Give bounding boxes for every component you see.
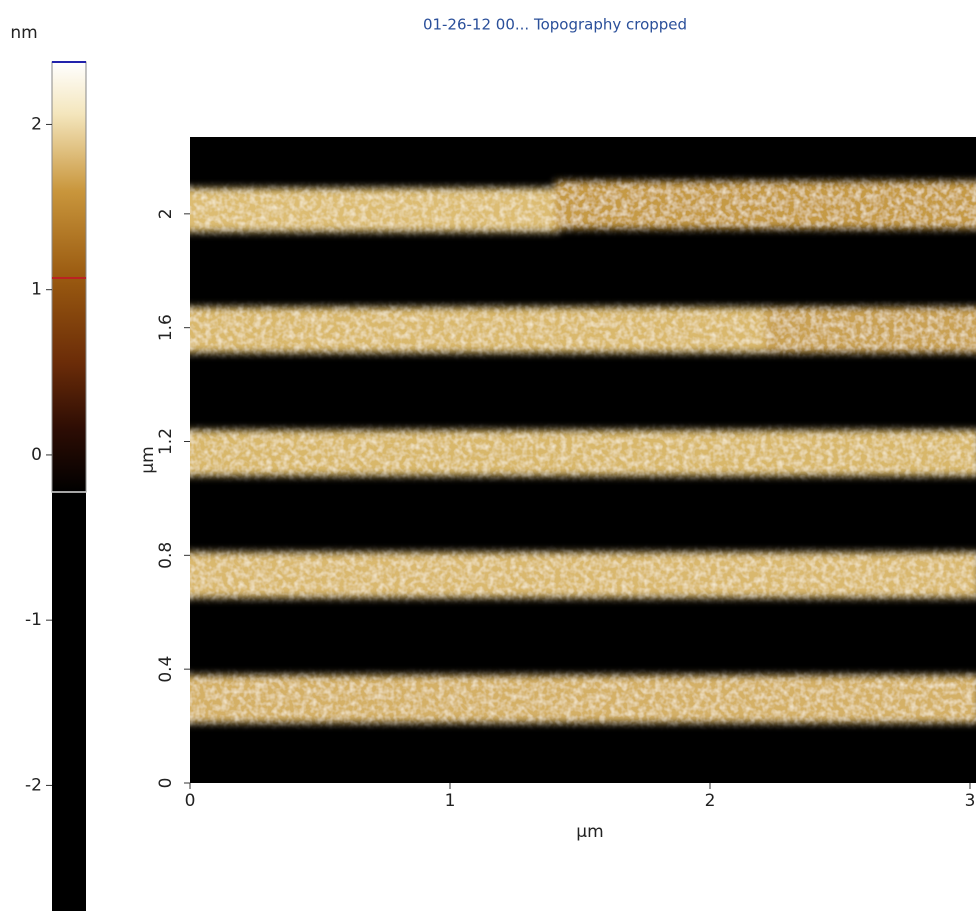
stripe — [190, 307, 770, 353]
y-tick-label: 0.4 — [156, 656, 176, 683]
colorbar-tick-label: 1 — [31, 280, 42, 300]
x-tick-label: 3 — [965, 791, 976, 811]
x-tick-label: 1 — [445, 791, 456, 811]
y-tick-label: 0 — [156, 778, 176, 789]
colorbar-tick-label: 2 — [31, 114, 42, 134]
colorbar-tick-label: -1 — [25, 610, 42, 630]
colorbar-label: nm — [10, 23, 37, 43]
colorbar-black — [52, 492, 86, 911]
y-tick-label: 1.6 — [156, 314, 176, 341]
x-tick-label: 2 — [705, 791, 716, 811]
title: 01-26-12 00... Topography cropped — [423, 16, 687, 34]
stripe — [190, 188, 560, 232]
y-tick-label: 1.2 — [156, 428, 176, 455]
topography-image — [190, 137, 976, 783]
y-tick-label: 2 — [156, 208, 176, 219]
y-tick-label: 0.8 — [156, 542, 176, 569]
stripe — [765, 307, 976, 353]
colorbar — [51, 61, 87, 911]
y-axis-label: µm — [138, 446, 158, 473]
x-tick-label: 0 — [185, 791, 196, 811]
stripe — [190, 675, 976, 723]
x-axis-label: µm — [576, 822, 603, 842]
colorbar-tick-label: 0 — [31, 445, 42, 465]
stripe — [190, 552, 976, 598]
colorbar-tick-label: -2 — [25, 775, 42, 795]
stripe — [190, 430, 976, 476]
stripe — [555, 181, 976, 229]
